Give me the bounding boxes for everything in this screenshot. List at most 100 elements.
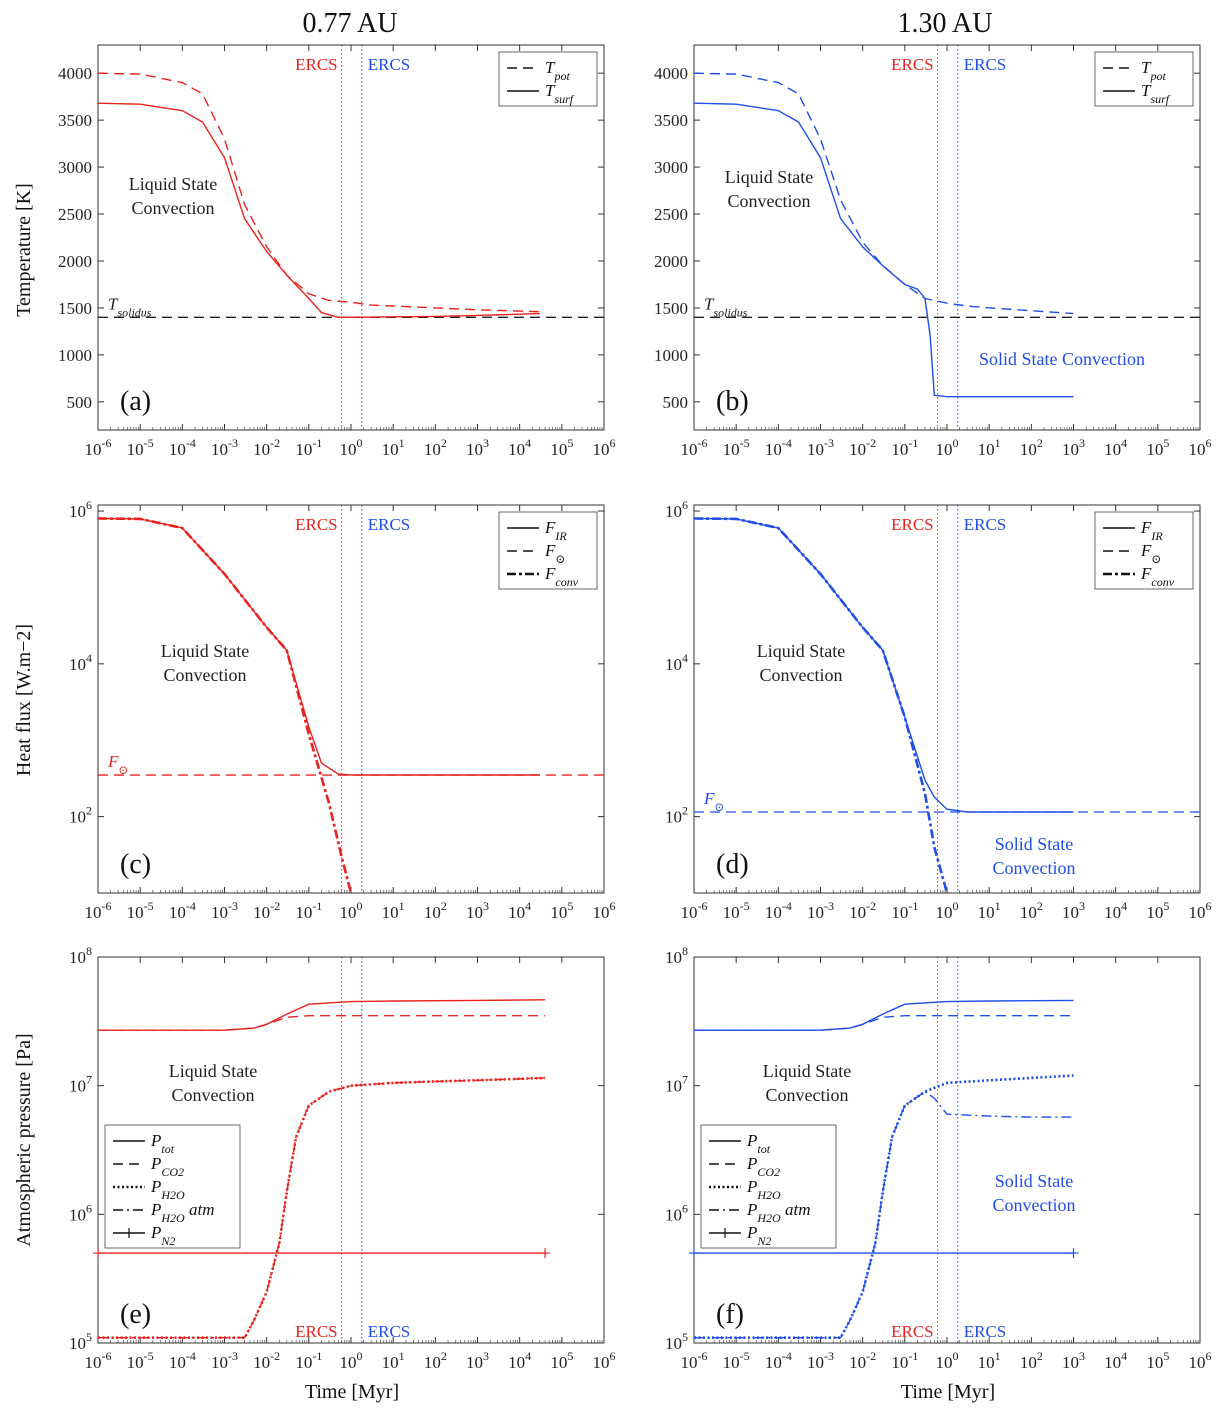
- legend-label: PH2O: [746, 1177, 781, 1202]
- xlabel-left: Time [Myr]: [305, 1381, 399, 1403]
- ercs-label-red: ERCS: [295, 515, 338, 534]
- ercs-label-blue: ERCS: [368, 1322, 411, 1341]
- ercs-label-red: ERCS: [891, 1322, 934, 1341]
- region-annotation: Solid State Convection: [979, 349, 1145, 369]
- x-tick-label: 101: [382, 1349, 405, 1372]
- xlabel-right: Time [Myr]: [901, 1381, 995, 1403]
- ylabel-pressure: Atmospheric pressure [Pa]: [13, 1033, 35, 1246]
- x-tick-label: 10-4: [765, 1349, 792, 1372]
- x-tick-label: 10-4: [765, 436, 792, 459]
- x-tick-label: 101: [978, 1349, 1001, 1372]
- series-t-surf: [693, 102, 1074, 398]
- x-tick-label: 102: [1020, 1349, 1043, 1372]
- x-tick-label: 10-2: [849, 436, 876, 459]
- x-tick-label: 10-6: [85, 1349, 112, 1372]
- series-marker: [1068, 1248, 1079, 1259]
- x-tick-label: 104: [508, 436, 531, 459]
- series-p-h2o: [98, 1076, 546, 1339]
- legend-label: PH2O atm: [746, 1200, 810, 1225]
- y-tick-label: 1000: [58, 346, 92, 365]
- y-tick-label: 2000: [654, 252, 688, 271]
- legend-label: F⊙: [544, 541, 565, 566]
- x-tick-label: 102: [424, 436, 447, 459]
- x-tick-label: 100: [936, 899, 959, 922]
- x-tick-label: 104: [1104, 1349, 1127, 1372]
- x-tick-label: 104: [1104, 436, 1127, 459]
- region-annotation: Liquid State Convection: [169, 1061, 258, 1105]
- x-tick-label: 10-3: [211, 899, 238, 922]
- x-tick-label: 106: [593, 1349, 616, 1372]
- legend-box: [1094, 51, 1194, 107]
- reference-line-label: F⊙: [703, 789, 724, 814]
- x-tick-label: 106: [593, 899, 616, 922]
- y-tick-label: 104: [665, 651, 688, 674]
- chart-panels: 10-6 10-5 10-4 10-3 10-2 10-1 100 101 102 103 104 1…: [58, 44, 1212, 1372]
- x-tick-label: 101: [382, 899, 405, 922]
- y-tick-label: 2500: [58, 205, 92, 224]
- legend-label: FIR: [544, 518, 567, 543]
- y-tick-label: 106: [665, 1201, 688, 1224]
- x-tick-label: 10-4: [765, 899, 792, 922]
- x-tick-label: 10-3: [807, 899, 834, 922]
- x-tick-label: 103: [1062, 899, 1085, 922]
- x-tick-label: 10-5: [723, 436, 750, 459]
- y-tick-label: 105: [69, 1330, 92, 1353]
- legend-label: Ptot: [150, 1131, 175, 1156]
- panel-label: (e): [120, 1299, 151, 1330]
- x-tick-label: 101: [382, 436, 405, 459]
- x-tick-label: 10-2: [253, 1349, 280, 1372]
- y-tick-label: 500: [67, 393, 93, 412]
- y-tick-label: 106: [69, 1201, 92, 1224]
- legend-label: PCO2: [150, 1154, 184, 1179]
- panel-c: 10-6 10-5 10-4 10-3 10-2 10-1 100 101 102 103 104 1…: [69, 498, 616, 922]
- region-annotation: Liquid State Convection: [725, 167, 814, 211]
- x-tick-label: 102: [424, 1349, 447, 1372]
- legend-label: Tpot: [545, 58, 570, 83]
- x-tick-label: 101: [978, 436, 1001, 459]
- x-tick-label: 10-6: [681, 1349, 708, 1372]
- y-tick-label: 102: [665, 804, 688, 827]
- x-tick-label: 106: [1189, 1349, 1212, 1372]
- x-tick-label: 104: [1104, 899, 1127, 922]
- ercs-label-red: ERCS: [891, 55, 934, 74]
- y-tick-label: 107: [665, 1073, 688, 1096]
- x-tick-label: 10-6: [85, 436, 112, 459]
- series-marker: [93, 1248, 103, 1259]
- x-tick-label: 103: [466, 899, 489, 922]
- x-tick-label: 10-1: [891, 1349, 918, 1372]
- panel-b: 10-6 10-5 10-4 10-3 10-2 10-1 100 101 102 103 104 1…: [654, 44, 1212, 459]
- panel-label: (f): [716, 1299, 744, 1330]
- x-tick-label: 101: [978, 899, 1001, 922]
- x-tick-label: 103: [1062, 1349, 1085, 1372]
- x-tick-label: 100: [936, 1349, 959, 1372]
- x-tick-label: 105: [550, 436, 573, 459]
- x-tick-label: 105: [550, 899, 573, 922]
- ercs-label-red: ERCS: [295, 1322, 338, 1341]
- panel-label: (b): [716, 386, 749, 417]
- x-tick-label: 100: [340, 436, 363, 459]
- legend-label: F⊙: [1140, 541, 1161, 566]
- y-tick-label: 3000: [654, 158, 688, 177]
- legend-label: Fconv: [1140, 564, 1175, 589]
- y-tick-label: 1500: [654, 299, 688, 318]
- x-tick-label: 10-3: [807, 1349, 834, 1372]
- x-tick-label: 10-3: [807, 436, 834, 459]
- x-tick-label: 10-4: [169, 1349, 196, 1372]
- x-tick-label: 104: [508, 899, 531, 922]
- x-tick-label: 10-6: [681, 899, 708, 922]
- region-annotation: Liquid State Convection: [757, 641, 846, 685]
- panel-label: (c): [120, 849, 151, 880]
- y-tick-label: 3500: [654, 111, 688, 130]
- panel-a: 10-6 10-5 10-4 10-3 10-2 10-1 100 101 102 103 104 1…: [58, 44, 616, 459]
- legend-label: Tsurf: [1141, 81, 1171, 106]
- series-f-conv: [97, 517, 353, 894]
- x-tick-label: 10-5: [127, 899, 154, 922]
- x-tick-label: 10-3: [211, 436, 238, 459]
- y-tick-label: 107: [69, 1073, 92, 1096]
- series-t-surf: [97, 102, 540, 318]
